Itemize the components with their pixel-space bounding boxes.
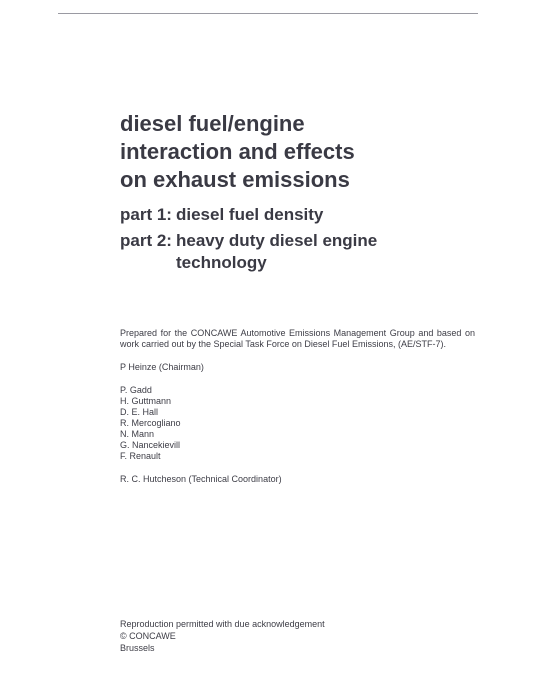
title-line: diesel fuel/engine <box>120 111 305 136</box>
top-rule <box>58 13 478 14</box>
author: P. Gadd <box>120 385 475 396</box>
author: G. Nancekievill <box>120 440 475 451</box>
author: H. Guttmann <box>120 396 475 407</box>
author: F. Renault <box>120 451 475 462</box>
part-1: part 1: diesel fuel density <box>120 204 420 226</box>
document-page: diesel fuel/engine interaction and effec… <box>0 0 553 675</box>
prepared-for: Prepared for the CONCAWE Automotive Emis… <box>120 328 475 350</box>
body-block: Prepared for the CONCAWE Automotive Emis… <box>120 328 475 485</box>
author: D. E. Hall <box>120 407 475 418</box>
footer-block: Reproduction permitted with due acknowle… <box>120 618 475 654</box>
part-2: part 2: heavy duty diesel engine technol… <box>120 230 420 274</box>
part-text: heavy duty diesel engine technology <box>176 230 420 274</box>
part-label: part 2: <box>120 230 176 274</box>
chairman-line: P Heinze (Chairman) <box>120 362 475 373</box>
title-line: interaction and effects <box>120 139 355 164</box>
report-title: diesel fuel/engine interaction and effec… <box>120 110 420 194</box>
footer-line: © CONCAWE <box>120 630 475 642</box>
part-label: part 1: <box>120 204 176 226</box>
author: R. Mercogliano <box>120 418 475 429</box>
author: N. Mann <box>120 429 475 440</box>
footer-line: Reproduction permitted with due acknowle… <box>120 618 475 630</box>
title-block: diesel fuel/engine interaction and effec… <box>120 110 420 278</box>
title-line: on exhaust emissions <box>120 167 350 192</box>
author-list: P. Gadd H. Guttmann D. E. Hall R. Mercog… <box>120 385 475 462</box>
footer-line: Brussels <box>120 642 475 654</box>
coordinator-line: R. C. Hutcheson (Technical Coordinator) <box>120 474 475 485</box>
part-text: diesel fuel density <box>176 204 420 226</box>
